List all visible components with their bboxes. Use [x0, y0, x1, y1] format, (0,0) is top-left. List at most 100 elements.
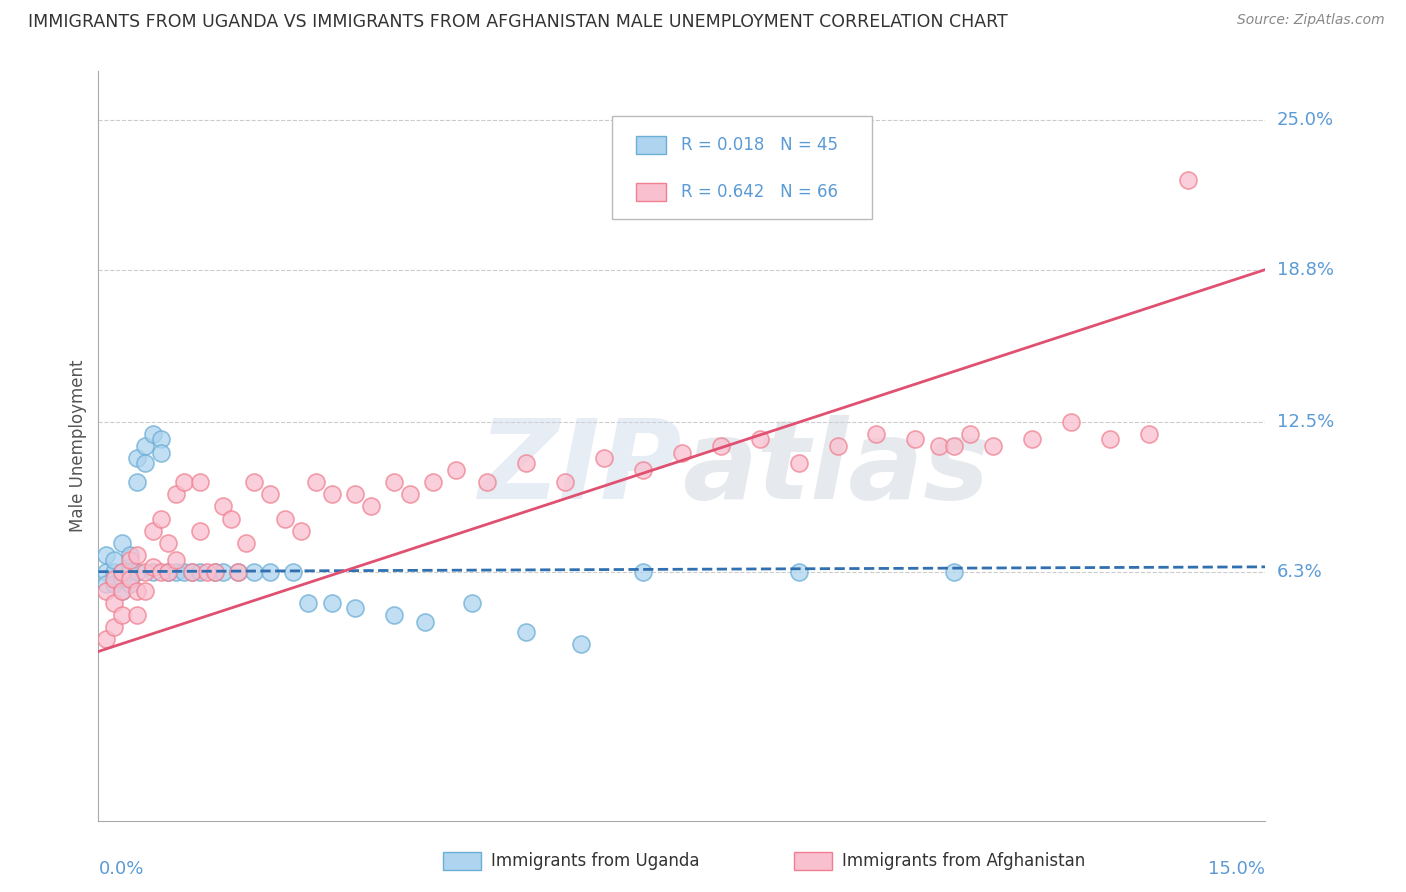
- Point: [118, 565, 141, 579]
- Text: 15.0%: 15.0%: [1208, 860, 1265, 878]
- Point: [149, 432, 172, 446]
- Point: [1177, 173, 1199, 187]
- Point: [134, 439, 156, 453]
- Point: [142, 524, 165, 538]
- Text: Immigrants from Uganda: Immigrants from Uganda: [491, 852, 699, 870]
- Point: [710, 439, 733, 453]
- Point: [422, 475, 444, 490]
- Point: [212, 500, 235, 514]
- Point: [134, 565, 156, 579]
- Point: [127, 451, 149, 466]
- Point: [111, 565, 134, 579]
- Point: [515, 456, 537, 470]
- Point: [173, 475, 195, 490]
- Point: [259, 487, 281, 501]
- Point: [157, 565, 180, 579]
- Point: [413, 615, 436, 630]
- Text: Source: ZipAtlas.com: Source: ZipAtlas.com: [1237, 13, 1385, 28]
- Point: [259, 565, 281, 579]
- Point: [188, 475, 211, 490]
- Point: [103, 596, 125, 610]
- Point: [157, 535, 180, 549]
- Point: [398, 487, 420, 501]
- Point: [865, 426, 887, 441]
- Point: [149, 446, 172, 460]
- Point: [344, 487, 367, 501]
- Point: [127, 565, 149, 579]
- Point: [103, 552, 125, 566]
- Point: [118, 572, 141, 586]
- Point: [204, 565, 226, 579]
- Point: [111, 584, 134, 599]
- Point: [165, 487, 187, 501]
- Point: [96, 565, 118, 579]
- Point: [127, 584, 149, 599]
- Point: [943, 565, 966, 579]
- Point: [142, 559, 165, 574]
- Point: [111, 608, 134, 623]
- Point: [118, 559, 141, 574]
- Point: [827, 439, 849, 453]
- Point: [111, 584, 134, 599]
- Point: [461, 596, 484, 610]
- Point: [134, 584, 156, 599]
- Point: [344, 601, 367, 615]
- Point: [134, 456, 156, 470]
- Point: [748, 432, 770, 446]
- Point: [118, 576, 141, 591]
- Point: [787, 456, 810, 470]
- Point: [180, 565, 202, 579]
- Text: 6.3%: 6.3%: [1277, 563, 1322, 581]
- Point: [787, 565, 810, 579]
- Point: [173, 565, 195, 579]
- Point: [149, 565, 172, 579]
- Point: [274, 511, 297, 525]
- Y-axis label: Male Unemployment: Male Unemployment: [69, 359, 87, 533]
- Point: [127, 475, 149, 490]
- Point: [1098, 432, 1121, 446]
- Point: [1021, 432, 1043, 446]
- Point: [103, 620, 125, 634]
- Point: [631, 463, 654, 477]
- Point: [111, 565, 134, 579]
- Point: [321, 596, 343, 610]
- Point: [671, 446, 693, 460]
- Point: [228, 565, 250, 579]
- Point: [149, 511, 172, 525]
- Point: [243, 475, 266, 490]
- Point: [96, 576, 118, 591]
- Point: [188, 524, 211, 538]
- Point: [593, 451, 616, 466]
- Text: ZIP: ZIP: [478, 415, 682, 522]
- Point: [219, 511, 242, 525]
- Text: atlas: atlas: [682, 415, 990, 522]
- Point: [188, 565, 211, 579]
- Point: [195, 565, 218, 579]
- Point: [928, 439, 950, 453]
- Point: [631, 565, 654, 579]
- Point: [297, 596, 319, 610]
- Point: [382, 475, 405, 490]
- Point: [103, 576, 125, 591]
- Point: [477, 475, 499, 490]
- Point: [165, 552, 187, 566]
- Point: [103, 572, 125, 586]
- Point: [1060, 415, 1083, 429]
- Point: [290, 524, 312, 538]
- Point: [103, 565, 125, 579]
- Point: [118, 552, 141, 566]
- Point: [212, 565, 235, 579]
- Point: [165, 565, 187, 579]
- Point: [118, 548, 141, 562]
- Text: 12.5%: 12.5%: [1277, 413, 1334, 431]
- Text: IMMIGRANTS FROM UGANDA VS IMMIGRANTS FROM AFGHANISTAN MALE UNEMPLOYMENT CORRELAT: IMMIGRANTS FROM UGANDA VS IMMIGRANTS FRO…: [28, 13, 1008, 31]
- Point: [127, 548, 149, 562]
- Point: [959, 426, 981, 441]
- Point: [111, 572, 134, 586]
- Point: [96, 584, 118, 599]
- Point: [281, 565, 304, 579]
- Point: [446, 463, 468, 477]
- Point: [1137, 426, 1160, 441]
- Point: [204, 565, 226, 579]
- Point: [111, 535, 134, 549]
